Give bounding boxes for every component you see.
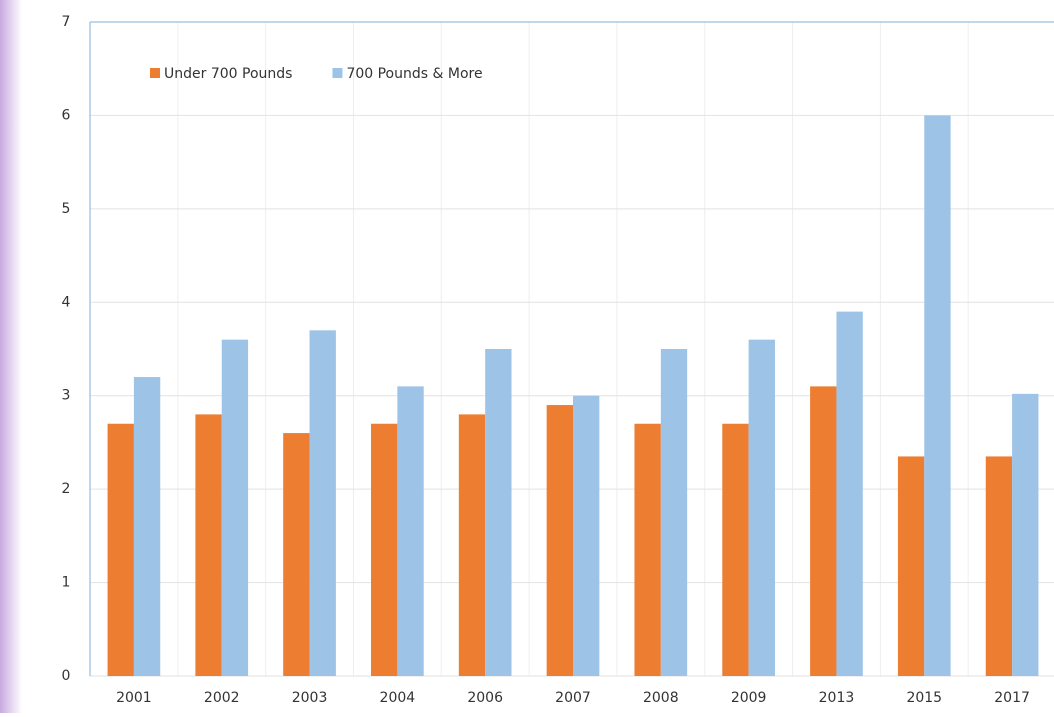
y-tick-label: 2 xyxy=(62,481,71,497)
bar xyxy=(1012,393,1039,676)
legend-swatch xyxy=(150,68,160,78)
bar xyxy=(546,405,573,676)
bar xyxy=(573,395,600,676)
x-tick-label: 2003 xyxy=(292,690,328,706)
x-tick-label: 2008 xyxy=(643,690,679,706)
x-tick-label: 2009 xyxy=(731,690,767,706)
legend-label: 700 Pounds & More xyxy=(346,66,482,82)
bar xyxy=(309,330,336,676)
y-tick-label: 5 xyxy=(62,201,71,217)
bar xyxy=(897,456,925,676)
bar xyxy=(924,115,951,676)
bar xyxy=(371,423,398,676)
y-tick-label: 3 xyxy=(62,388,71,404)
bar xyxy=(836,311,863,676)
y-tick-label: 6 xyxy=(62,107,71,123)
x-tick-label: 2002 xyxy=(204,690,240,706)
bar xyxy=(634,423,661,676)
bar xyxy=(458,414,486,676)
y-tick-label: 4 xyxy=(62,294,71,310)
y-tick-label: 7 xyxy=(62,14,71,30)
x-tick-label: 2013 xyxy=(819,690,855,706)
bar xyxy=(195,414,222,676)
bar xyxy=(722,423,749,676)
bar xyxy=(221,339,249,676)
legend-label: Under 700 Pounds xyxy=(164,66,292,82)
bar xyxy=(485,349,512,676)
x-tick-label: 2006 xyxy=(467,690,503,706)
bar xyxy=(397,386,424,676)
x-tick-label: 2015 xyxy=(906,690,942,706)
bar xyxy=(133,377,161,676)
x-tick-label: 2007 xyxy=(555,690,591,706)
x-tick-label: 2004 xyxy=(380,690,416,706)
y-tick-label: 1 xyxy=(62,575,71,591)
x-tick-label: 2001 xyxy=(116,690,152,706)
legend-swatch xyxy=(332,68,343,78)
bar xyxy=(283,433,310,676)
bar xyxy=(985,456,1013,676)
x-tick-label: 2017 xyxy=(994,690,1030,706)
bar xyxy=(748,339,775,676)
y-tick-label: 0 xyxy=(62,668,71,684)
bar xyxy=(810,386,837,676)
bar xyxy=(660,349,688,676)
edge-shade xyxy=(0,0,22,713)
bar xyxy=(107,423,134,676)
